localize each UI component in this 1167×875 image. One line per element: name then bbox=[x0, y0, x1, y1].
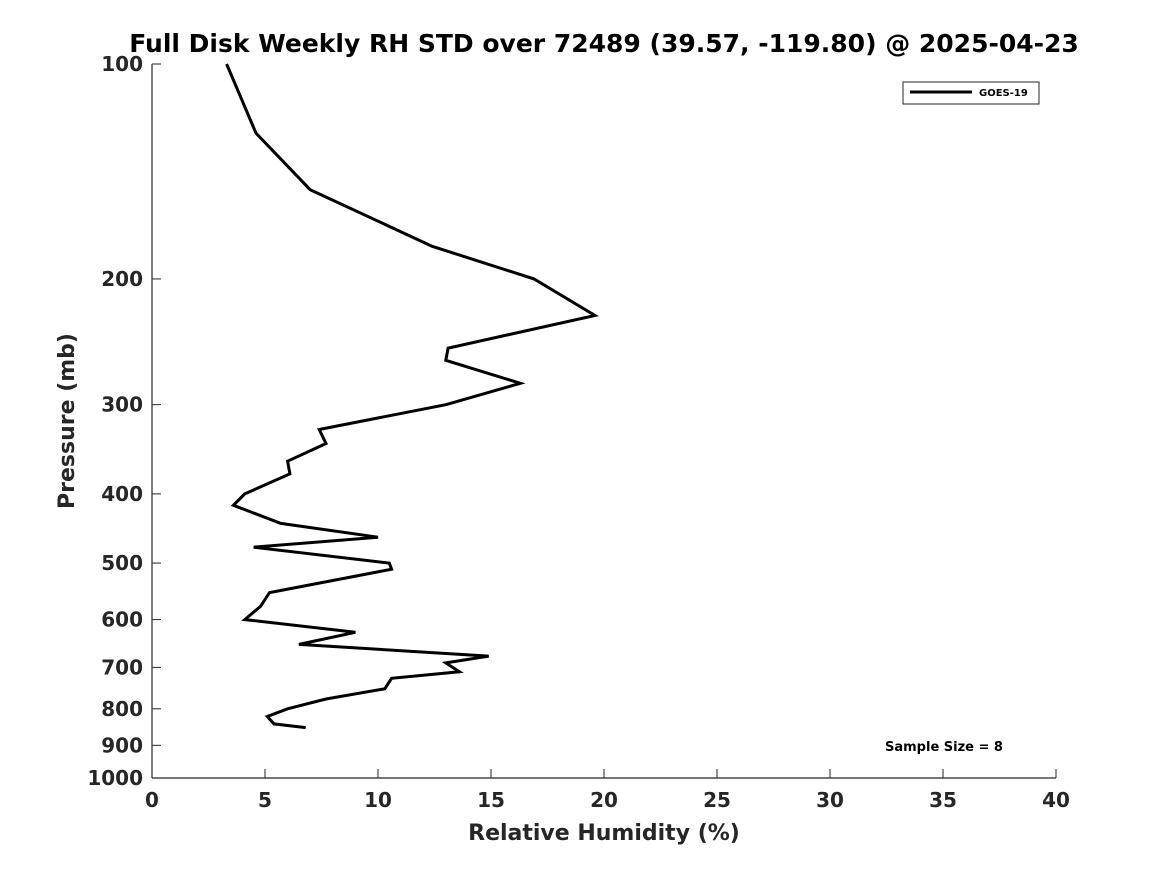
series-line-goes-19 bbox=[225, 63, 600, 730]
y-tick-label: 200 bbox=[101, 267, 143, 291]
x-axis-label: Relative Humidity (%) bbox=[468, 821, 740, 846]
x-tick-label: 10 bbox=[364, 788, 392, 812]
y-tick-label: 300 bbox=[101, 393, 143, 417]
x-tick-label: 5 bbox=[258, 788, 272, 812]
y-tick-label: 400 bbox=[101, 482, 143, 506]
x-tick-label: 35 bbox=[929, 788, 957, 812]
y-tick-label: 100 bbox=[101, 52, 143, 76]
legend-label-goes-19: GOES-19 bbox=[979, 88, 1028, 99]
x-tick-label: 15 bbox=[477, 788, 505, 812]
y-tick-label: 800 bbox=[101, 697, 143, 721]
y-tick-label: 900 bbox=[101, 733, 143, 757]
chart-legend: GOES-19 bbox=[902, 81, 1040, 105]
y-tick-label: 700 bbox=[101, 655, 143, 679]
y-tick-label: 600 bbox=[101, 608, 143, 632]
x-tick-label: 30 bbox=[816, 788, 844, 812]
series-layer bbox=[225, 63, 600, 730]
chart-title: Full Disk Weekly RH STD over 72489 (39.5… bbox=[129, 29, 1079, 58]
y-axis-ticks: 100 200 300 400 500 600 700 800 900 1000 bbox=[87, 52, 161, 790]
x-tick-label: 40 bbox=[1042, 788, 1070, 812]
plot-axes: 0 5 10 15 20 25 30 35 40 100 200 300 400 500 600 700 80… bbox=[87, 52, 1070, 812]
y-tick-label: 500 bbox=[101, 551, 143, 575]
x-tick-label: 20 bbox=[590, 788, 618, 812]
x-axis-ticks: 0 5 10 15 20 25 30 35 40 bbox=[145, 769, 1070, 812]
x-tick-label: 25 bbox=[703, 788, 731, 812]
y-axis-label: Pressure (mb) bbox=[55, 333, 80, 509]
y-tick-label: 1000 bbox=[87, 766, 143, 790]
sample-size-annotation: Sample Size = 8 bbox=[885, 740, 1003, 755]
x-tick-label: 0 bbox=[145, 788, 159, 812]
